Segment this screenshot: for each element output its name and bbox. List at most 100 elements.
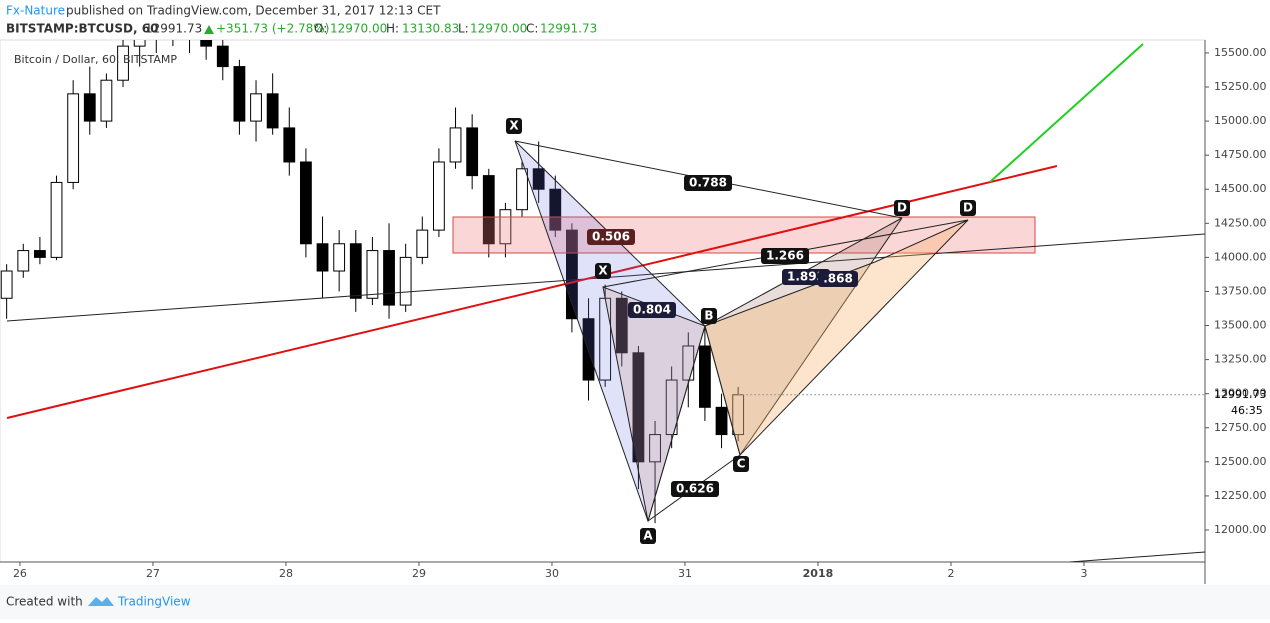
- x-tick-label: 27: [146, 567, 160, 580]
- trend-line: [1069, 551, 1205, 562]
- pattern-label: .868: [823, 272, 853, 286]
- candle-body: [250, 93, 262, 122]
- candle-body: [383, 250, 395, 306]
- x-tick-label: 2018: [803, 567, 834, 580]
- y-tick-label: 13500.00: [1214, 319, 1267, 332]
- y-tick-label: 13750.00: [1214, 284, 1267, 297]
- y-tick-label: 15500.00: [1214, 46, 1267, 59]
- pattern-label-bg: [733, 456, 749, 472]
- candle-body: [366, 250, 379, 299]
- candle-body: [316, 243, 329, 272]
- candle-body: [133, 40, 146, 47]
- candle-body: [233, 66, 246, 122]
- x-tick-label: 26: [13, 567, 27, 580]
- candle-body: [549, 188, 562, 231]
- pattern-label: A: [643, 529, 653, 543]
- candle-body: [499, 209, 512, 245]
- x-tick-label: 3: [1080, 567, 1087, 580]
- y-tick-label: 14250.00: [1214, 216, 1267, 229]
- candle-body: [283, 127, 296, 163]
- x-tick-label: 30: [545, 567, 559, 580]
- y-tick-label: 15000.00: [1214, 114, 1267, 127]
- pattern-label-bg: [960, 200, 976, 216]
- tradingview-logo: [88, 597, 114, 606]
- y-tick-label: 13000.00: [1214, 387, 1267, 400]
- candle-body: [266, 93, 279, 129]
- candle-body: [399, 256, 412, 306]
- candle-body: [449, 127, 462, 163]
- high-value: 13130.83: [402, 22, 459, 36]
- publisher: Fx-Nature: [6, 4, 65, 18]
- footer-created: Created with: [6, 595, 83, 609]
- y-tick-label: 14500.00: [1214, 182, 1267, 195]
- last-price-label: 12991.73: [1214, 388, 1267, 401]
- footer-brand[interactable]: TradingView: [117, 595, 191, 609]
- y-tick-label: 13250.00: [1214, 353, 1267, 366]
- red-trend-line: [6, 165, 1058, 419]
- pattern-label: B: [704, 309, 713, 323]
- low-label: L:: [458, 22, 469, 36]
- x-tick-label: 29: [412, 567, 426, 580]
- candle-body: [715, 406, 728, 436]
- candles: [0, 40, 745, 524]
- pattern-label-bg: [684, 175, 732, 191]
- pattern-label-bg: [595, 263, 611, 279]
- candle-body: [699, 345, 711, 408]
- y-tick-label: 12000.00: [1214, 523, 1267, 536]
- candle-body: [665, 379, 678, 436]
- up-arrow: [204, 25, 214, 34]
- y-tick-label: 12500.00: [1214, 455, 1267, 468]
- candle-body: [300, 161, 312, 245]
- candle-body: [117, 45, 129, 81]
- symbol: BITSTAMP:BTCUSD, 60: [6, 22, 158, 36]
- footer-bar: [0, 585, 1270, 619]
- countdown: 46:35: [1231, 404, 1263, 417]
- pattern-label-bg: [640, 528, 656, 544]
- y-tick-label: 15250.00: [1214, 80, 1267, 93]
- y-tick-label: 12250.00: [1214, 489, 1267, 502]
- pattern-label: 0.506: [592, 230, 630, 244]
- pattern-labels: X X 0.788 0.506 0.804 1.266 1.893.868 0.626 A B C D…: [506, 118, 976, 544]
- candle-body: [33, 250, 46, 258]
- y-tick-label: 14000.00: [1214, 250, 1267, 263]
- pattern-label: D: [897, 201, 907, 215]
- pattern-label-bg: [506, 118, 522, 134]
- candle-body: [566, 229, 578, 320]
- candle-body: [582, 318, 595, 381]
- pattern-label: X: [598, 264, 608, 278]
- pattern-label: 0.626: [676, 482, 714, 496]
- pattern-label: 0.788: [689, 176, 727, 190]
- chart-title: Bitcoin / Dollar, 60, BITSTAMP: [14, 53, 177, 66]
- candle-body: [466, 127, 479, 177]
- pattern-label: D: [963, 201, 973, 215]
- open-label: O:: [314, 22, 327, 36]
- candle-body: [200, 40, 213, 47]
- candle-body: [67, 93, 80, 183]
- candle-body: [482, 175, 495, 245]
- published-text: published on TradingView.com, December 3…: [66, 4, 441, 18]
- pattern-label: X: [509, 119, 519, 133]
- pattern-label-bg: [761, 248, 809, 264]
- x-tick-label: 31: [678, 567, 692, 580]
- candle-body: [433, 161, 445, 231]
- supply-zone: [452, 216, 1036, 254]
- candle-body: [17, 250, 30, 272]
- candle-body: [615, 297, 628, 354]
- candle-body: [0, 270, 13, 299]
- green-line: [989, 43, 1144, 183]
- pattern-label-bg: [818, 271, 858, 287]
- candle-body: [516, 168, 528, 211]
- header-change: +351.73 (+2.78%): [216, 22, 329, 36]
- candle-body: [100, 79, 113, 122]
- x-tick-label: 28: [279, 567, 293, 580]
- low-value: 12970.00: [470, 22, 527, 36]
- pattern-label: 0.804: [633, 303, 671, 317]
- pattern-label-bg: [628, 302, 676, 318]
- pattern-label-bg: [587, 229, 635, 245]
- candle-body: [649, 434, 661, 463]
- pattern-label: 1.266: [766, 249, 804, 263]
- close-value: 12991.73: [540, 22, 597, 36]
- y-tick-label: 14750.00: [1214, 148, 1267, 161]
